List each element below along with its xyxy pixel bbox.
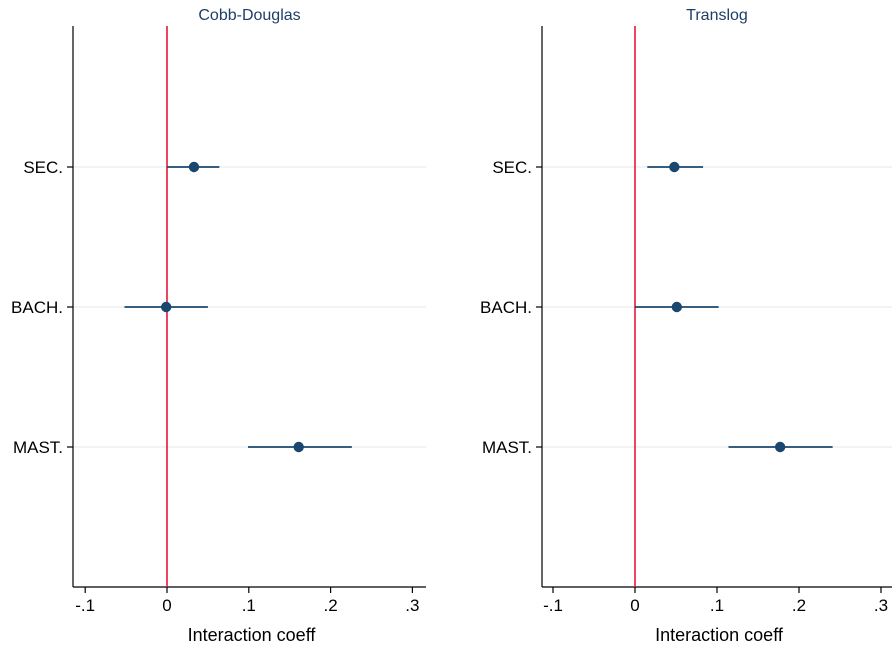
category-label: BACH.	[11, 298, 63, 317]
x-tick-label: .3	[874, 596, 888, 615]
x-tick-label: 0	[630, 596, 639, 615]
x-tick-label: 0	[162, 596, 171, 615]
panel-translog: Translog SEC. BACH. MAST. -.1 0 .1 .2 .3 Interact…	[480, 7, 892, 645]
x-tick-label: .2	[324, 596, 338, 615]
point-estimate	[669, 161, 680, 173]
point-estimate	[160, 301, 172, 313]
x-axis-title: Interaction coeff	[655, 625, 784, 645]
x-tick-label: -.1	[75, 596, 95, 615]
x-tick-label: .2	[792, 596, 806, 615]
category-label: SEC.	[492, 158, 532, 177]
category-label: SEC.	[23, 158, 63, 177]
x-tick-label: .1	[242, 596, 256, 615]
x-tick-label: .3	[405, 596, 419, 615]
x-tick-label: -.1	[543, 596, 563, 615]
point-estimate	[671, 301, 683, 313]
point-estimate	[293, 441, 304, 453]
panel-title: Cobb-Douglas	[198, 7, 300, 24]
category-label: BACH.	[480, 298, 532, 317]
category-label: MAST.	[482, 438, 532, 457]
x-tick-label: .1	[710, 596, 724, 615]
point-estimate	[188, 161, 200, 173]
x-axis-title: Interaction coeff	[188, 625, 317, 645]
category-label: MAST.	[13, 438, 63, 457]
point-estimate	[774, 441, 786, 453]
panel-cobb-douglas: Cobb-Douglas SEC. BACH. MAST. -.1 0 .1 .2 .3 Inte…	[11, 7, 426, 645]
panel-title: Translog	[686, 7, 748, 24]
